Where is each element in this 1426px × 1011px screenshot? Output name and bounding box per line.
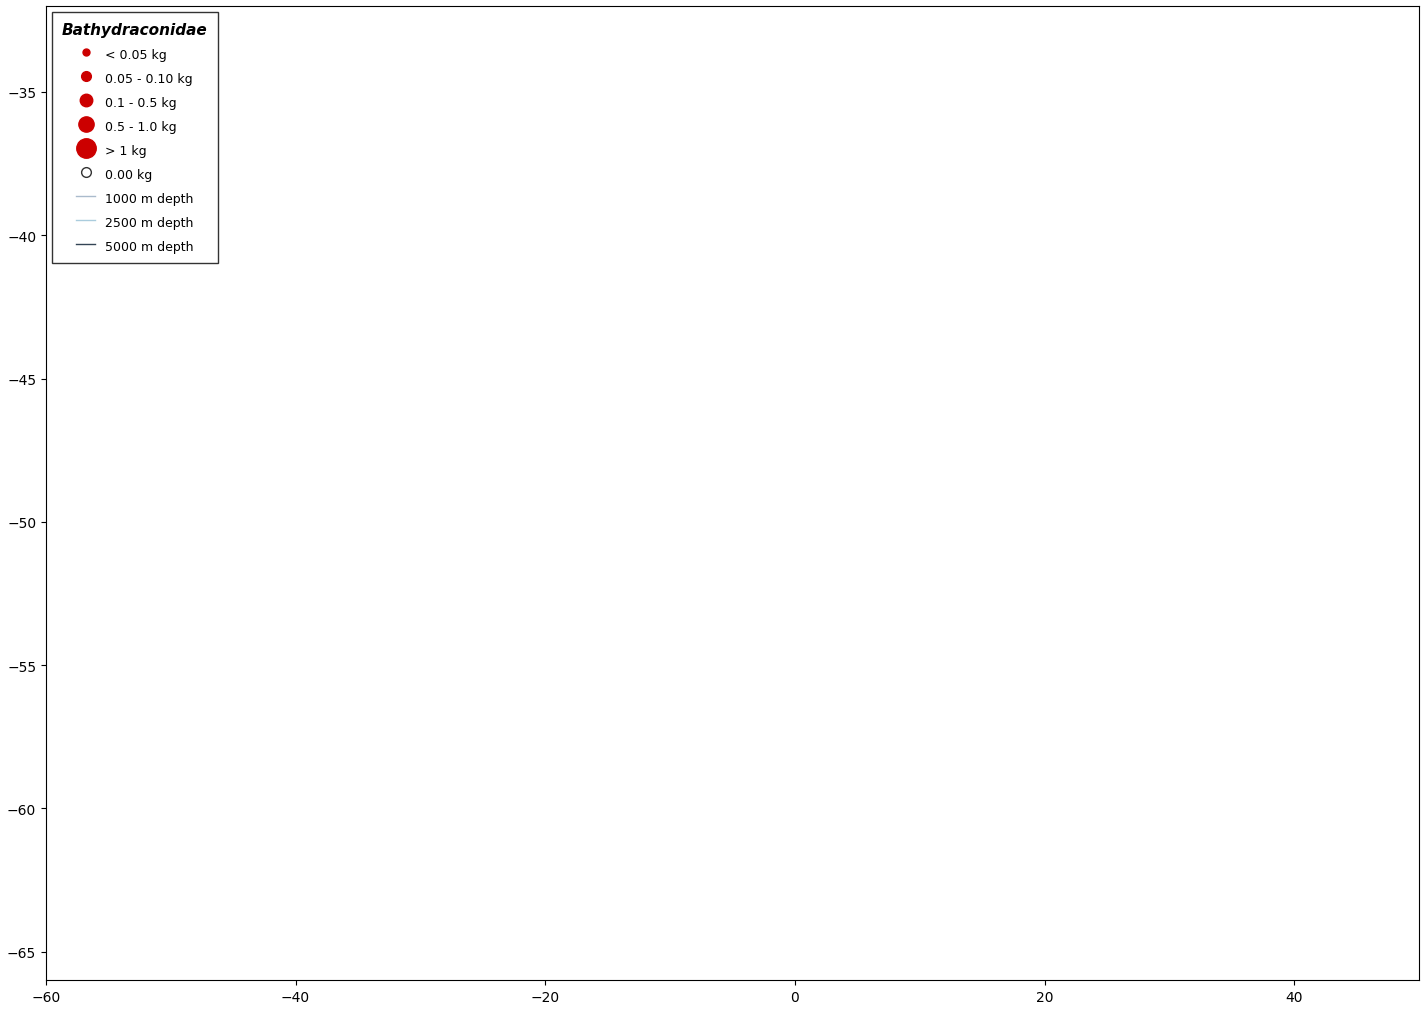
- Legend: < 0.05 kg, 0.05 - 0.10 kg, 0.1 - 0.5 kg, 0.5 - 1.0 kg, > 1 kg, 0.00 kg, 1000 m d: < 0.05 kg, 0.05 - 0.10 kg, 0.1 - 0.5 kg,…: [53, 13, 218, 264]
